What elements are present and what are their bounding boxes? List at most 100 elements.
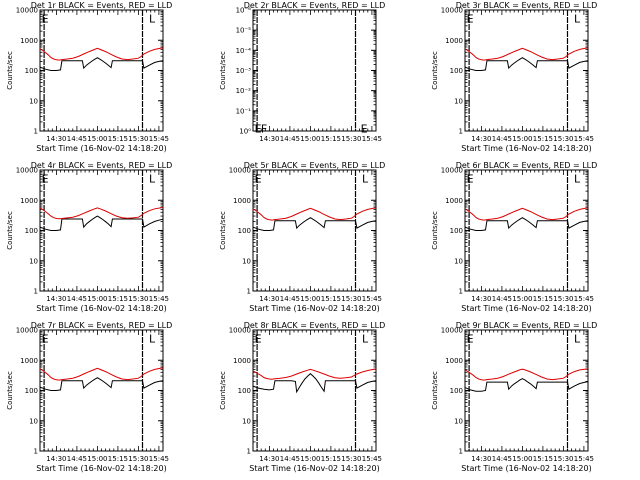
x-tick-label: 15:30: [128, 455, 148, 463]
series-lld: [464, 207, 589, 221]
detector-panel: Det 1r BLACK = Events, RED = LLD 1 10 100 10…: [6, 1, 172, 153]
y-tick-label: 10: [454, 417, 463, 425]
y-tick-label: 1000: [445, 37, 463, 45]
series-events: [39, 57, 164, 71]
x-tick-label: 14:45: [492, 135, 512, 143]
x-tick-label: 15:00: [87, 295, 107, 303]
x-tick-label: 15:30: [553, 455, 573, 463]
interval-marker: F: [261, 123, 267, 136]
x-tick-label: 15:00: [512, 455, 532, 463]
y-tick-label: 1000: [233, 357, 251, 365]
x-tick-label: 15:00: [300, 295, 320, 303]
y-tick-label: 1: [247, 288, 251, 296]
x-tick-label: 15:15: [533, 295, 553, 303]
y-axis-label: Counts/sec: [219, 51, 227, 90]
y-axis-label: Counts/sec: [431, 211, 439, 250]
y-tick-label: 10: [29, 257, 38, 265]
x-tick-label: 15:15: [108, 455, 128, 463]
y-tick-label: 100: [450, 67, 463, 75]
series-events: [252, 217, 377, 231]
y-tick-label: 100: [25, 227, 38, 235]
series-events: [464, 378, 589, 392]
y-tick-label: 1000: [20, 37, 38, 45]
x-tick-label: 15:45: [149, 455, 169, 463]
x-tick-label: 15:30: [128, 135, 148, 143]
x-tick-label: 15:15: [321, 135, 341, 143]
x-tick-label: 15:45: [574, 455, 594, 463]
x-tick-label: 14:45: [280, 295, 300, 303]
y-tick-label: 10: [29, 417, 38, 425]
x-tick-label: 15:30: [341, 295, 361, 303]
interval-marker: E: [467, 173, 474, 186]
plot-title: Det 1r BLACK = Events, RED = LLD: [31, 1, 173, 10]
x-tick-label: 15:45: [574, 295, 594, 303]
y-tick-label: 100: [25, 387, 38, 395]
y-tick-label: 10000: [229, 327, 251, 335]
series-lld: [39, 367, 164, 381]
series-events: [464, 57, 589, 71]
x-tick-label: 14:45: [280, 135, 300, 143]
y-tick-label: 1000: [445, 197, 463, 205]
x-tick-label: 15:00: [87, 455, 107, 463]
series-lld: [39, 47, 164, 61]
interval-marker: E: [467, 333, 474, 346]
y-tick-label: 10000: [16, 167, 38, 175]
plot-title: Det 5r BLACK = Events, RED = LLD: [244, 161, 386, 170]
y-tick-label: 1: [34, 448, 38, 456]
detector-panel: Det 8r BLACK = Events, RED = LLD 1 10 100 10…: [219, 321, 385, 473]
y-axis-label: Counts/sec: [219, 211, 227, 250]
y-tick-label: 1: [459, 288, 463, 296]
plot-frame: [252, 329, 377, 452]
interval-marker: L: [149, 13, 156, 26]
y-tick-label: 1: [459, 128, 463, 136]
x-tick-label: 14:30: [46, 135, 66, 143]
y-tick-label: 1: [34, 128, 38, 136]
y-axis-label: Counts/sec: [431, 51, 439, 90]
series-lld: [464, 368, 589, 381]
y-tick-label: 10000: [16, 327, 38, 335]
interval-marker: L: [574, 333, 581, 346]
interval-marker: E: [467, 13, 474, 26]
x-tick-label: 15:45: [362, 295, 382, 303]
y-tick-label: 10000: [441, 327, 463, 335]
series-lld: [252, 207, 377, 221]
detector-panel: Det 6r BLACK = Events, RED = LLD 1 10 100 10…: [431, 161, 597, 313]
series-lld: [464, 47, 589, 61]
x-axis-label: Start Time (16-Nov-02 14:18:20): [36, 304, 166, 313]
y-tick-label: 1: [459, 448, 463, 456]
x-tick-label: 15:30: [553, 295, 573, 303]
x-tick-label: 15:15: [533, 135, 553, 143]
x-tick-label: 14:45: [492, 295, 512, 303]
y-tick-label: 100: [25, 67, 38, 75]
x-axis-label: Start Time (16-Nov-02 14:18:20): [461, 464, 591, 473]
detector-panel: Det 2r BLACK = Events, RED = LLD 10⁰ 10⁻¹ 1…: [219, 1, 385, 143]
y-tick-label: 1000: [445, 357, 463, 365]
x-tick-label: 14:45: [67, 295, 87, 303]
x-tick-label: 14:30: [471, 455, 491, 463]
series-events: [464, 217, 589, 231]
interval-marker: E: [255, 123, 262, 136]
detector-panel: Det 5r BLACK = Events, RED = LLD 1 10 100 10…: [219, 161, 385, 313]
x-tick-label: 15:45: [574, 135, 594, 143]
y-tick-label: 1000: [20, 357, 38, 365]
plot-title: Det 7r BLACK = Events, RED = LLD: [31, 321, 173, 330]
series-events: [39, 215, 164, 231]
y-tick-label: 10⁰: [239, 128, 251, 136]
plot-title: Det 2r BLACK = Events, RED = LLD: [244, 1, 386, 10]
series-events: [252, 373, 377, 394]
x-tick-label: 15:15: [108, 295, 128, 303]
y-tick-label: 100: [450, 387, 463, 395]
plot-title: Det 6r BLACK = Events, RED = LLD: [456, 161, 598, 170]
x-tick-label: 14:45: [492, 455, 512, 463]
plot-frame: [252, 9, 377, 132]
x-tick-label: 14:30: [46, 295, 66, 303]
interval-marker: E: [42, 333, 49, 346]
plot-title: Det 9r BLACK = Events, RED = LLD: [456, 321, 598, 330]
y-tick-label: 10⁻⁵: [236, 27, 252, 35]
y-tick-label: 100: [238, 387, 251, 395]
x-axis-label: Start Time (16-Nov-02 14:18:20): [36, 464, 166, 473]
y-tick-label: 10: [454, 257, 463, 265]
plot-title: Det 4r BLACK = Events, RED = LLD: [31, 161, 173, 170]
y-axis-label: Counts/sec: [219, 371, 227, 410]
